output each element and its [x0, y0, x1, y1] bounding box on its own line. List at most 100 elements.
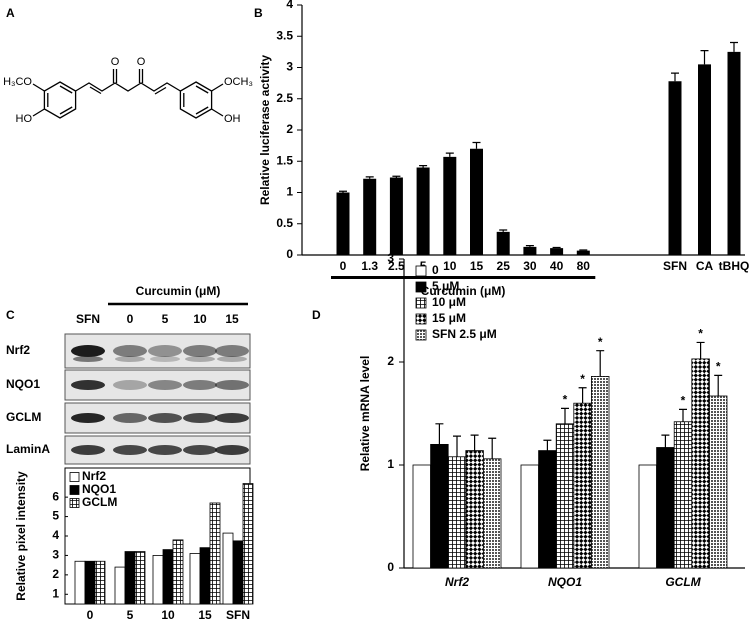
y-tick-label: 2.5 [276, 91, 293, 105]
bar [430, 443, 449, 569]
significance-mark: * [563, 393, 568, 407]
legend-swatch [69, 498, 80, 508]
x-tick-label: CA [696, 259, 714, 273]
error-bar [419, 165, 428, 168]
x-tick-label: 2.5 [388, 259, 405, 273]
bar [698, 64, 711, 255]
band [113, 413, 147, 423]
x-tick-label: 15 [470, 259, 484, 273]
error-bar [661, 434, 670, 448]
panel-label: D [312, 308, 321, 322]
band [115, 356, 145, 362]
y-axis-label: Relative mRNA level [358, 356, 372, 472]
band [71, 380, 105, 390]
lane-label: 0 [127, 312, 134, 326]
legend-swatch [415, 281, 427, 293]
band [183, 380, 217, 390]
legend-swatch [415, 313, 427, 325]
y-axis-label: Relative luciferase activity [258, 55, 272, 205]
bar [496, 231, 510, 255]
band [215, 380, 249, 390]
x-tick-label: 5 [127, 608, 134, 622]
band [148, 413, 182, 423]
bar [389, 177, 403, 255]
bar [523, 246, 537, 255]
band [183, 413, 217, 423]
atom-label: OH [224, 113, 241, 125]
error-bar [596, 350, 605, 377]
x-tick-label: 0 [340, 259, 347, 273]
legend-swatch [69, 485, 80, 495]
x-axis-label: Curcumin (μM) [421, 284, 506, 298]
x-tick-label: SFN [226, 608, 250, 622]
bar [482, 458, 502, 569]
bar [242, 483, 254, 605]
bar [209, 502, 221, 605]
x-tick-label: tBHQ [719, 259, 750, 273]
bar [172, 539, 184, 605]
row-label: LaminA [6, 442, 50, 456]
band [71, 445, 105, 455]
panel-label: B [254, 6, 263, 20]
x-tick-label: Nrf2 [445, 575, 469, 589]
bar [336, 192, 350, 255]
legend-label: 0 [432, 263, 439, 277]
band [71, 345, 105, 357]
y-tick-label: 3 [286, 60, 293, 74]
bar [199, 547, 211, 605]
bar [447, 456, 467, 569]
x-tick-label: 10 [161, 608, 175, 622]
error-bar [472, 141, 481, 149]
legend-label: NQO1 [82, 482, 116, 496]
error-bar [453, 435, 461, 457]
x-tick-label: 0 [87, 608, 94, 622]
atom-label: OCH₃ [224, 76, 253, 88]
error-bar [392, 175, 401, 178]
legend-label: SFN 2.5 μM [432, 327, 497, 341]
band [148, 380, 182, 390]
bar [520, 464, 540, 569]
error-bar [543, 439, 552, 451]
bar [124, 551, 136, 605]
y-tick-label: 3 [52, 548, 59, 562]
legend-swatch [415, 297, 427, 309]
bar [84, 560, 96, 605]
row-label: GCLM [6, 410, 41, 424]
bar [668, 81, 682, 255]
significance-mark: * [716, 360, 721, 374]
bar [74, 560, 86, 605]
y-tick-label: 4 [52, 528, 59, 542]
legend-label: GCLM [82, 495, 117, 509]
error-bar [445, 152, 454, 157]
error-bar [525, 245, 534, 247]
row-label: Nrf2 [6, 343, 30, 357]
y-tick-label: 0.5 [276, 216, 293, 230]
y-tick-label: 0 [387, 560, 394, 574]
bar [727, 51, 741, 255]
bar [114, 566, 126, 605]
bar [222, 532, 234, 605]
western-blot: SFN 0 5 10 15 Nrf2 NQO1 GCLM LaminA [6, 312, 251, 465]
bar [550, 248, 564, 255]
y-tick-label: 1 [387, 457, 394, 471]
band [183, 445, 217, 455]
band [73, 356, 103, 362]
legend-swatch [69, 472, 80, 482]
significance-mark: * [681, 394, 686, 408]
error-bar [714, 374, 723, 396]
atom-label: HO [16, 113, 33, 125]
significance-mark: * [698, 327, 703, 341]
error-bar [671, 72, 679, 82]
lane-label: SFN [76, 312, 100, 326]
error-bar [561, 407, 569, 424]
error-bar [679, 408, 687, 422]
bar [591, 376, 610, 569]
legend-label: 15 μM [432, 311, 466, 325]
bar [152, 555, 164, 605]
bar [470, 148, 483, 255]
blot-header: Curcumin (μM) [136, 284, 221, 298]
x-tick-label: 10 [443, 259, 457, 273]
bar [638, 464, 658, 569]
bar [416, 167, 430, 255]
error-bar [700, 50, 709, 65]
